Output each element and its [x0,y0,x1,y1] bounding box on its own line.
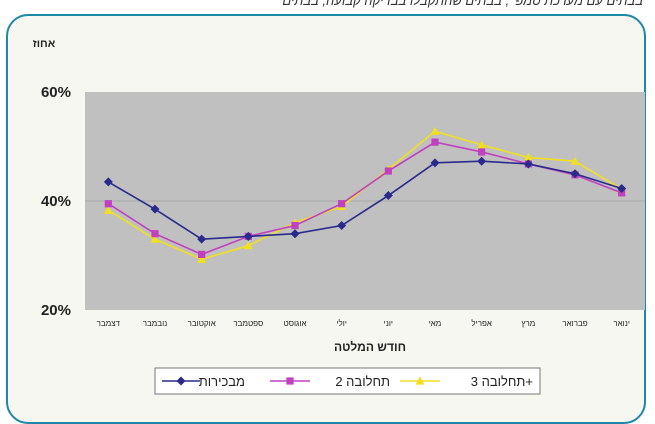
x-tick-label: מאי [429,319,442,328]
legend-item: תחלובה 2 [270,374,390,389]
data-point [104,200,112,208]
legend-label: מבכירות [199,374,245,389]
data-point [617,183,627,193]
legend-item: תחלובה 3+ [400,374,533,389]
data-point [197,254,207,263]
legend: מבכירות תחלובה 2 תחלובה 3+ [154,367,541,395]
x-axis-title: חודש המלטה [334,340,406,354]
cropped-caption-text: בבתים עם מערכת טמפ' , בבתים שהתקבלו בבדי… [282,0,643,8]
data-point [103,205,113,214]
data-point [243,241,253,250]
data-point [150,204,160,214]
data-point [477,140,487,149]
data-point [570,169,580,179]
x-tick-label: נובמבר [143,319,168,328]
x-tick-label: ספטמבר [233,319,263,328]
data-point [477,156,487,166]
data-point [384,167,392,175]
data-point [286,377,294,385]
x-tick-label: ינואר [613,319,630,328]
y-tick-label: 60% [41,84,71,101]
data-point [383,191,393,201]
x-tick-label: דצמבר [97,319,121,328]
data-point [198,250,206,259]
y-tick-label: 40% [41,193,71,210]
data-point [151,230,159,238]
line-chart: אחוז חודש המלטה 20% 40% 60% ינואר פברואר מרץ… [33,38,645,395]
data-point [338,200,346,208]
data-point [291,221,299,230]
legend-item: מבכירות [162,374,245,389]
legend-label: תחלובה 2 [335,374,390,389]
data-point [290,229,300,239]
cropped-caption: בבתים עם מערכת טמפ' , בבתים שהתקבלו בבדי… [0,0,655,14]
data-point [243,231,253,241]
series-line [107,160,622,240]
data-point [197,234,207,244]
data-point [431,138,439,146]
data-point [430,126,440,135]
x-tick-label: יוני [384,319,393,328]
data-point [150,234,160,243]
data-point [103,177,113,187]
x-tick-label: פברואר [562,319,587,328]
x-tick-label: יולי [336,319,346,328]
x-tick-label: אפריל [471,319,492,328]
data-point [523,152,533,161]
data-point [176,376,186,386]
legend-label: תחלובה 3+ [471,374,533,389]
data-point [570,156,580,165]
data-point [415,376,425,385]
series-1 [103,156,627,244]
x-tick-label: אוגוסט [283,319,306,328]
data-point [523,159,533,169]
data-point [337,221,347,231]
data-point [478,148,486,156]
legend-box [154,367,541,395]
x-tick-label: מרץ [521,319,535,328]
y-tick-label: 20% [41,302,71,319]
x-tick-label: אוקטובר [188,319,216,328]
y-axis-title: אחוז [33,38,56,50]
data-point [430,158,440,168]
